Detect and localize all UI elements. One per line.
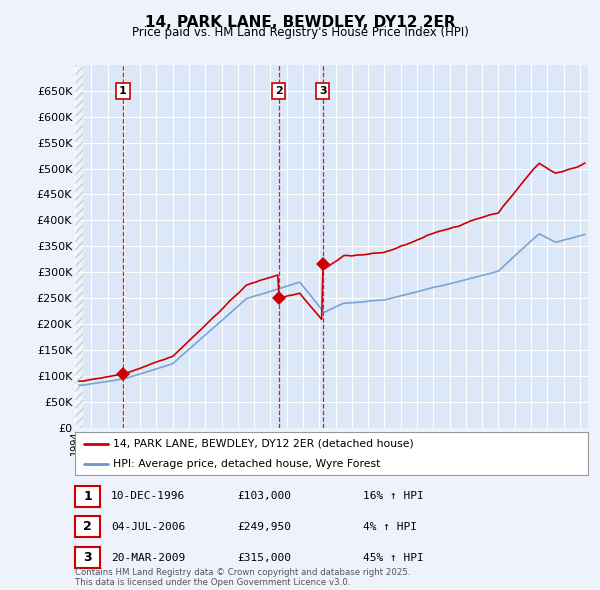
Text: 3: 3 bbox=[319, 86, 326, 96]
Text: 45% ↑ HPI: 45% ↑ HPI bbox=[363, 553, 424, 562]
Text: 1: 1 bbox=[83, 490, 92, 503]
Text: 3: 3 bbox=[83, 551, 92, 564]
Text: 2: 2 bbox=[275, 86, 283, 96]
Text: Price paid vs. HM Land Registry's House Price Index (HPI): Price paid vs. HM Land Registry's House … bbox=[131, 26, 469, 39]
Text: £315,000: £315,000 bbox=[237, 553, 291, 562]
Text: £249,950: £249,950 bbox=[237, 522, 291, 532]
Text: 4% ↑ HPI: 4% ↑ HPI bbox=[363, 522, 417, 532]
Text: 20-MAR-2009: 20-MAR-2009 bbox=[111, 553, 185, 562]
Text: 16% ↑ HPI: 16% ↑ HPI bbox=[363, 491, 424, 501]
Text: 14, PARK LANE, BEWDLEY, DY12 2ER: 14, PARK LANE, BEWDLEY, DY12 2ER bbox=[145, 15, 455, 30]
Text: £103,000: £103,000 bbox=[237, 491, 291, 501]
Text: 14, PARK LANE, BEWDLEY, DY12 2ER (detached house): 14, PARK LANE, BEWDLEY, DY12 2ER (detach… bbox=[113, 438, 414, 448]
Text: 1: 1 bbox=[119, 86, 127, 96]
Text: 04-JUL-2006: 04-JUL-2006 bbox=[111, 522, 185, 532]
Text: 10-DEC-1996: 10-DEC-1996 bbox=[111, 491, 185, 501]
Text: HPI: Average price, detached house, Wyre Forest: HPI: Average price, detached house, Wyre… bbox=[113, 459, 381, 469]
Text: 2: 2 bbox=[83, 520, 92, 533]
Text: Contains HM Land Registry data © Crown copyright and database right 2025.
This d: Contains HM Land Registry data © Crown c… bbox=[75, 568, 410, 587]
